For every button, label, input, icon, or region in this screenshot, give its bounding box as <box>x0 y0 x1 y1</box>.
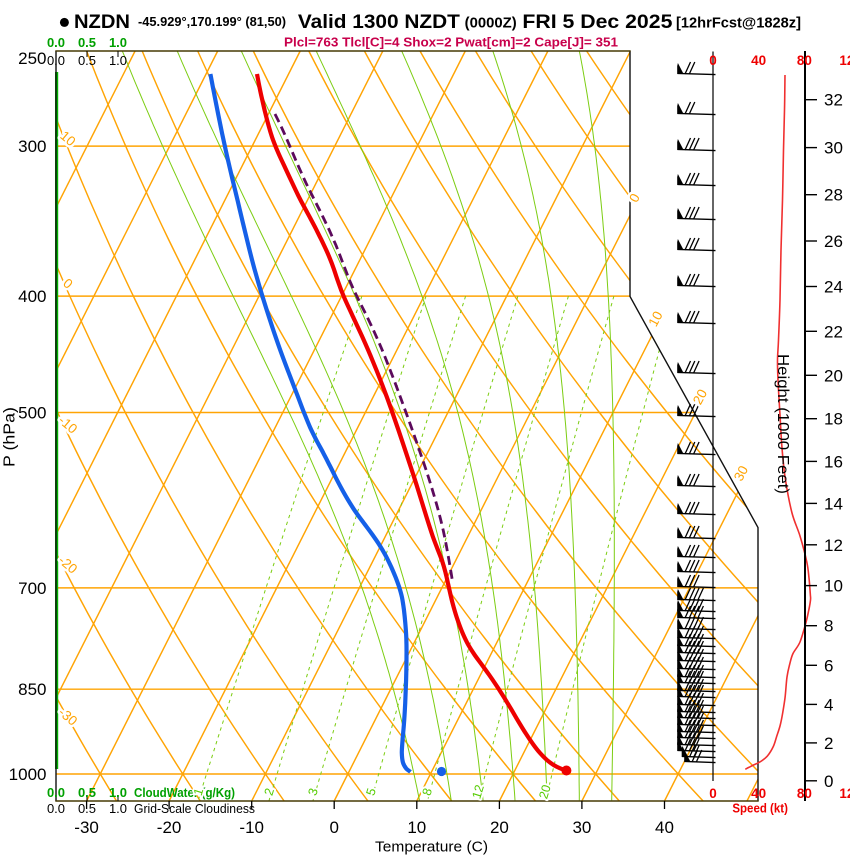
svg-text:0.5: 0.5 <box>78 53 96 68</box>
svg-text:-45.929°,170.199° (81,50): -45.929°,170.199° (81,50) <box>138 15 286 29</box>
svg-text:850: 850 <box>18 680 46 699</box>
svg-text:14: 14 <box>824 494 843 513</box>
svg-text:120: 120 <box>839 786 850 801</box>
svg-text:500: 500 <box>18 404 46 423</box>
svg-text:80: 80 <box>797 786 812 801</box>
svg-text:-20: -20 <box>157 818 182 837</box>
svg-text:1.0: 1.0 <box>109 35 127 50</box>
svg-text:1.0: 1.0 <box>109 785 127 800</box>
svg-text:20: 20 <box>490 818 509 837</box>
svg-text:80: 80 <box>797 53 812 68</box>
svg-text:4: 4 <box>824 695 833 714</box>
svg-text:22: 22 <box>824 322 843 341</box>
svg-text:32: 32 <box>824 91 843 110</box>
svg-text:6: 6 <box>824 656 833 675</box>
svg-text:FRI 5 Dec 2025: FRI 5 Dec 2025 <box>522 11 672 33</box>
svg-text:120: 120 <box>839 53 850 68</box>
svg-text:300: 300 <box>18 137 46 156</box>
svg-text:CloudWater (g/Kg): CloudWater (g/Kg) <box>134 785 235 800</box>
svg-text:250: 250 <box>18 49 46 68</box>
svg-text:Grid-Scale Cloudiness: Grid-Scale Cloudiness <box>134 801 255 816</box>
svg-text:12: 12 <box>824 536 843 555</box>
svg-text:18: 18 <box>824 410 843 429</box>
svg-text:Speed (kt): Speed (kt) <box>732 801 788 816</box>
svg-text:Height (1000 Feet): Height (1000 Feet) <box>774 354 791 494</box>
svg-text:24: 24 <box>824 278 843 297</box>
svg-text:8: 8 <box>824 617 833 636</box>
svg-text:[12hrFcst@1828z]: [12hrFcst@1828z] <box>676 15 801 32</box>
svg-text:Plcl=763 Tlcl[C]=4 Shox=2 Pwat: Plcl=763 Tlcl[C]=4 Shox=2 Pwat[cm]=2 Cap… <box>284 35 618 50</box>
svg-text:Valid 1300 NZDT: Valid 1300 NZDT <box>298 11 460 33</box>
svg-text:1.0: 1.0 <box>109 53 127 68</box>
svg-text:16: 16 <box>824 452 843 471</box>
svg-text:30: 30 <box>572 818 591 837</box>
svg-text:-10: -10 <box>239 818 264 837</box>
svg-text:(0000Z): (0000Z) <box>465 16 517 32</box>
svg-text:20: 20 <box>824 366 843 385</box>
svg-text:10: 10 <box>407 818 426 837</box>
svg-text:NZDN: NZDN <box>74 11 130 33</box>
svg-text:0.5: 0.5 <box>78 801 96 816</box>
svg-text:40: 40 <box>751 786 766 801</box>
svg-text:26: 26 <box>824 232 843 251</box>
svg-text:0.5: 0.5 <box>78 785 96 800</box>
svg-text:0.5: 0.5 <box>78 35 96 50</box>
svg-text:0: 0 <box>824 772 833 791</box>
svg-text:-30: -30 <box>74 818 99 837</box>
svg-text:0: 0 <box>709 786 717 801</box>
svg-text:0: 0 <box>709 53 717 68</box>
svg-text:12: 12 <box>469 783 486 800</box>
svg-text:40: 40 <box>655 818 674 837</box>
svg-text:0.0: 0.0 <box>47 53 65 68</box>
svg-text:30: 30 <box>824 139 843 158</box>
svg-text:10: 10 <box>824 577 843 596</box>
svg-text:1000: 1000 <box>9 765 47 784</box>
svg-text:700: 700 <box>18 579 46 598</box>
svg-text:2: 2 <box>824 734 833 753</box>
svg-text:0: 0 <box>329 818 338 837</box>
svg-text:P (hPa): P (hPa) <box>2 407 19 467</box>
svg-text:20: 20 <box>536 783 553 800</box>
svg-text:0.0: 0.0 <box>47 785 65 800</box>
svg-text:0.0: 0.0 <box>47 35 65 50</box>
svg-text:0.0: 0.0 <box>47 801 65 816</box>
svg-text:28: 28 <box>824 186 843 205</box>
svg-text:400: 400 <box>18 287 46 306</box>
svg-text:Temperature (C): Temperature (C) <box>375 839 488 856</box>
svg-text:1.0: 1.0 <box>109 801 127 816</box>
svg-text:40: 40 <box>751 53 766 68</box>
